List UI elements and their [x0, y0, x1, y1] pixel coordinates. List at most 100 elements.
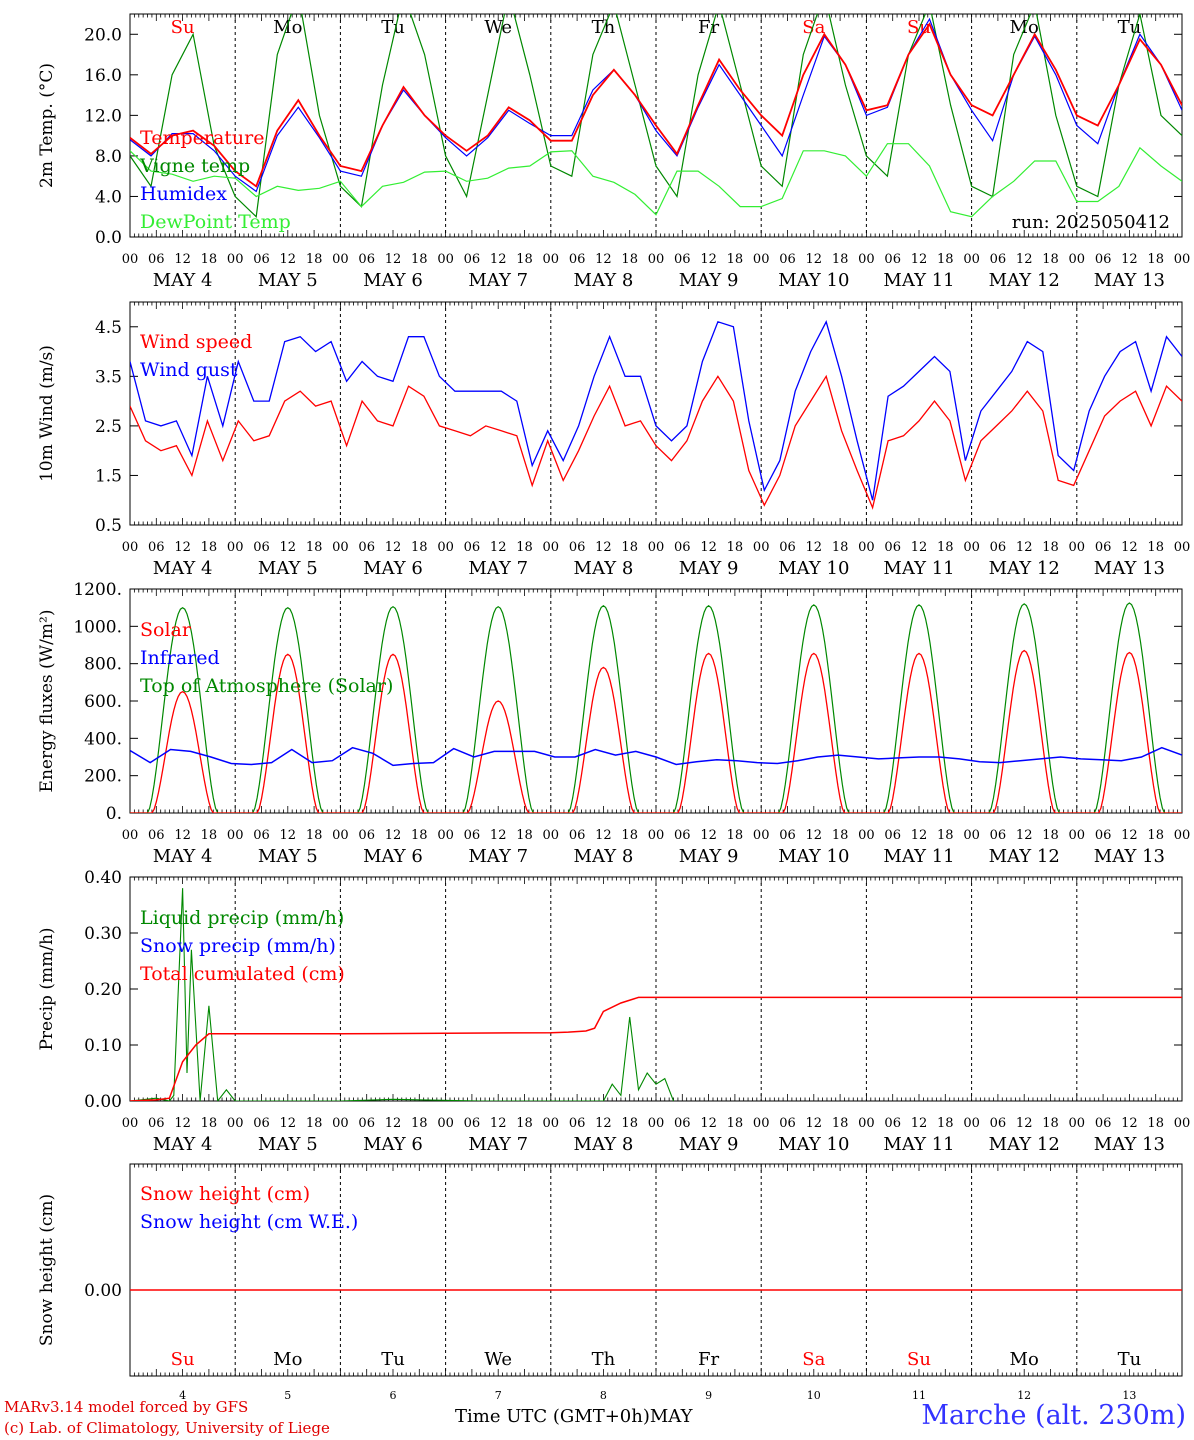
y-tick-label: 2.5 [95, 417, 122, 437]
hour-tick-label: 12 [700, 252, 717, 267]
hour-tick-label: 00 [227, 540, 244, 555]
station-title: Marche (alt. 230m) [921, 1400, 1186, 1431]
date-label: MAY 13 [1094, 1134, 1165, 1155]
y-tick-label: 0.20 [84, 980, 122, 1000]
weekday-label: Tu [381, 17, 405, 38]
date-label: MAY 4 [153, 846, 213, 867]
hour-tick-label: 12 [280, 1116, 297, 1131]
date-label: MAY 6 [363, 270, 423, 291]
hour-tick-label: 06 [148, 828, 165, 843]
hour-tick-label: 18 [727, 1116, 744, 1131]
hour-tick-label: 06 [358, 252, 375, 267]
series-humidex [130, 17, 1182, 193]
hour-tick-label: 00 [1069, 828, 1086, 843]
hour-tick-label: 12 [174, 252, 191, 267]
hour-tick-label: 18 [411, 828, 428, 843]
y-tick-label: 20.0 [84, 25, 122, 45]
y-tick-label: 0. [106, 804, 122, 824]
hour-tick-label: 12 [911, 252, 928, 267]
hour-tick-label: 18 [621, 828, 638, 843]
hour-tick-label: 18 [306, 1116, 323, 1131]
weekday-label: Mo [273, 17, 302, 38]
date-label: MAY 12 [989, 270, 1060, 291]
date-label: MAY 11 [883, 1134, 954, 1155]
wind-series [130, 320, 1182, 510]
hour-tick-label: 18 [832, 540, 849, 555]
y-tick-label: 1000. [73, 617, 122, 637]
hour-tick-label: 06 [884, 828, 901, 843]
hour-tick-label: 12 [595, 1116, 612, 1131]
y-tick-label: 0.40 [84, 868, 122, 888]
y-tick-label: 600. [84, 692, 122, 712]
day-number-label: 9 [705, 1389, 712, 1402]
hour-tick-label: 12 [490, 828, 507, 843]
hour-tick-label: 06 [674, 540, 691, 555]
hour-tick-label: 12 [911, 828, 928, 843]
hour-tick-label: 00 [648, 828, 665, 843]
date-label: MAY 7 [468, 270, 528, 291]
hour-tick-label: 00 [753, 540, 770, 555]
hour-tick-label: 00 [437, 540, 454, 555]
weekday-label: Tu [1118, 17, 1142, 38]
hour-tick-label: 12 [1016, 540, 1033, 555]
hour-tick-label: 18 [727, 252, 744, 267]
hour-tick-label: 18 [516, 828, 533, 843]
hour-tick-label: 18 [306, 828, 323, 843]
hour-tick-label: 12 [911, 1116, 928, 1131]
hour-tick-label: 06 [569, 252, 586, 267]
date-label: MAY 11 [883, 270, 954, 291]
y-axis-label: 10m Wind (m/s) [37, 345, 57, 482]
date-label: MAY 11 [883, 846, 954, 867]
series-solar [130, 649, 1182, 813]
hour-tick-label: 12 [174, 540, 191, 555]
weekday-label: Fr [698, 1349, 719, 1370]
hour-tick-label: 18 [411, 252, 428, 267]
date-label: MAY 8 [574, 846, 634, 867]
y-tick-label: 16.0 [84, 66, 122, 86]
hour-tick-label: 00 [122, 540, 139, 555]
hour-tick-label: 18 [1147, 828, 1164, 843]
hour-tick-label: 00 [543, 828, 560, 843]
hour-tick-label: 18 [832, 1116, 849, 1131]
hour-tick-label: 12 [1121, 828, 1138, 843]
hour-tick-label: 00 [753, 828, 770, 843]
hour-tick-label: 18 [201, 540, 218, 555]
hour-tick-label: 12 [1121, 1116, 1138, 1131]
temp-series [130, 14, 1182, 218]
plot-frame [129, 301, 1183, 526]
legend-snow-height-cm-w-e-: Snow height (cm W.E.) [140, 1211, 358, 1233]
hour-tick-label: 00 [648, 1116, 665, 1131]
hour-tick-label: 06 [990, 828, 1007, 843]
x-axis-title: Time UTC (GMT+0h)MAY [455, 1406, 693, 1427]
hour-tick-label: 06 [779, 828, 796, 843]
hour-tick-label: 18 [411, 540, 428, 555]
day-number-label: 13 [1122, 1389, 1136, 1402]
y-tick-label: 0.30 [84, 924, 122, 944]
hour-tick-label: 18 [832, 828, 849, 843]
date-label: MAY 10 [778, 846, 849, 867]
legend-infrared: Infrared [140, 647, 220, 669]
hour-tick-label: 12 [700, 1116, 717, 1131]
date-label: MAY 4 [153, 1134, 213, 1155]
series-infrared [130, 746, 1182, 767]
y-tick-label: 8.0 [95, 147, 122, 167]
hour-tick-label: 18 [937, 252, 954, 267]
hour-tick-label: 06 [674, 828, 691, 843]
date-label: MAY 9 [679, 270, 739, 291]
hour-tick-label: 06 [1095, 252, 1112, 267]
hour-tick-label: 00 [332, 828, 349, 843]
hour-tick-label: 06 [569, 828, 586, 843]
panel-1: 0.0 4.0 8.0 12.0 16.0 20.0 2m Temp. (°C) Su Mo Tu… [37, 13, 1183, 248]
hour-tick-label: 06 [464, 252, 481, 267]
hour-tick-label: 00 [227, 252, 244, 267]
hour-tick-label: 00 [963, 828, 980, 843]
hour-tick-label: 12 [595, 828, 612, 843]
hour-tick-label: 06 [779, 1116, 796, 1131]
plot-frame [129, 588, 1183, 814]
hour-tick-label: 18 [201, 1116, 218, 1131]
y-tick-label: 0.10 [84, 1036, 122, 1056]
hour-tick-label: 12 [174, 828, 191, 843]
hour-tick-label: 00 [963, 1116, 980, 1131]
hour-tick-label: 06 [1095, 540, 1112, 555]
panel-4: 0.00 0.10 0.20 0.30 0.40 Precip (mm/h) Liquid … [37, 868, 1183, 1112]
